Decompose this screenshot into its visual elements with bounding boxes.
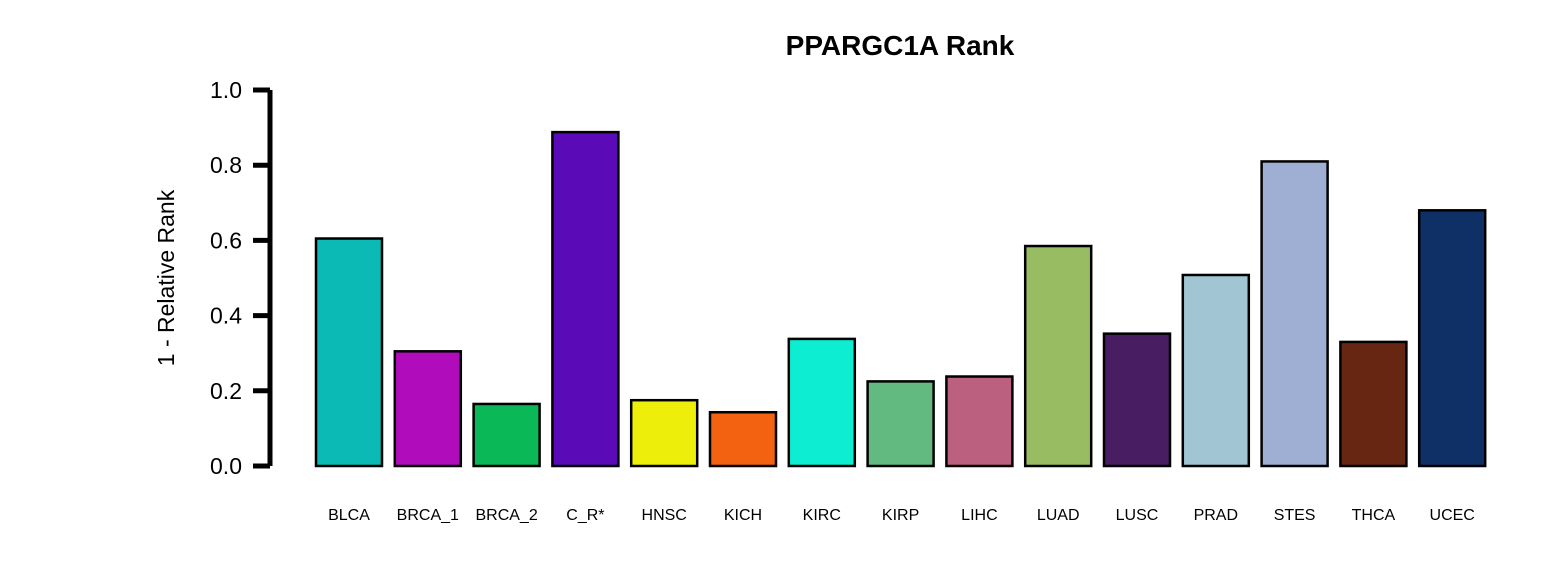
bar-ucec	[1417, 209, 1487, 468]
bar-prad	[1181, 273, 1251, 468]
bar-kirp	[866, 380, 935, 468]
x-tick-label: HNSC	[642, 507, 687, 524]
bar-thca	[1339, 340, 1408, 468]
y-axis: 0.0 0.2 0.4 0.6 0.8 1.0	[210, 77, 273, 479]
x-tick-label: KICH	[724, 507, 762, 524]
bar-brca-2	[472, 402, 541, 468]
bar-kich	[708, 410, 778, 468]
y-tick-label: 0.4	[210, 303, 242, 329]
x-tick-label: LUAD	[1037, 507, 1080, 524]
x-tick-label: BRCA_2	[475, 507, 537, 524]
y-tick-label: 1.0	[210, 77, 242, 103]
bar-lusc	[1102, 332, 1172, 468]
x-tick-labels: BLCA BRCA_1 BRCA_2 C_R* HNSC KICH KIRC KIRP LIHC…	[328, 507, 1475, 524]
x-tick-label: STES	[1274, 507, 1316, 524]
x-tick-label: KIRC	[803, 507, 841, 524]
bar-stes	[1260, 160, 1329, 468]
x-tick-label: LIHC	[961, 507, 997, 524]
bars-group	[314, 130, 1487, 468]
y-tick-label: 0.0	[210, 453, 242, 479]
x-tick-label: THCA	[1352, 507, 1396, 524]
x-tick-label: PRAD	[1194, 507, 1238, 524]
bar-hnsc	[629, 398, 699, 468]
chart-title: PPARGC1A Rank	[786, 30, 1015, 61]
bar-brca-1	[393, 350, 463, 468]
x-tick-label: BRCA_1	[397, 507, 459, 524]
x-tick-label: KIRP	[882, 507, 919, 524]
bar-c-r	[551, 130, 620, 468]
bar-luad	[1023, 244, 1093, 468]
x-tick-label: BLCA	[328, 507, 370, 524]
y-axis-label: 1 - Relative Rank	[153, 189, 179, 366]
bar-lihc	[945, 375, 1014, 468]
y-tick-label: 0.8	[210, 152, 242, 178]
x-tick-label: LUSC	[1116, 507, 1159, 524]
bar-blca	[314, 237, 384, 468]
bar-kirc	[787, 337, 857, 468]
x-tick-label: UCEC	[1430, 507, 1475, 524]
y-tick-label: 0.2	[210, 378, 242, 404]
x-tick-label: C_R*	[566, 507, 604, 524]
y-tick-label: 0.6	[210, 227, 242, 253]
